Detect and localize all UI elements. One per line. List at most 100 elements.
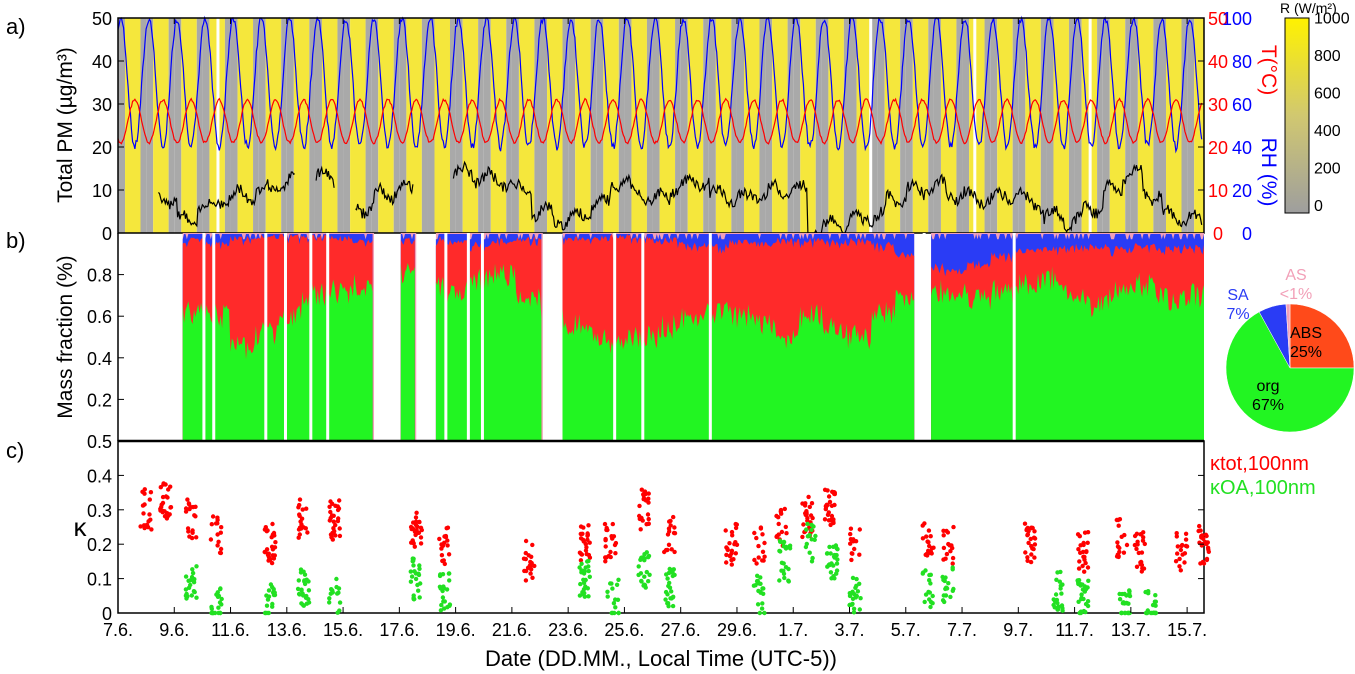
kappa-oa-point <box>297 592 302 597</box>
radiation-band <box>350 18 366 233</box>
kappa-tot-point <box>1080 563 1085 569</box>
kappa-tot-point <box>269 560 275 566</box>
kappa-tot-point <box>829 513 835 519</box>
kappa-tot-point <box>411 541 416 546</box>
mass-tick-label: 0.4 <box>87 349 112 369</box>
kappa-oa-point <box>834 561 840 566</box>
kappa-oa-point <box>751 583 757 588</box>
mass-fraction-ticks: 0.2 0.4 0.6 0.8 0.5 <box>87 266 124 452</box>
org-area <box>435 263 542 441</box>
kappa-tot-point <box>762 554 767 559</box>
kappa-tot-point <box>160 508 165 514</box>
kappa-tot-point <box>756 555 761 560</box>
kappa-tot-point <box>1142 541 1148 547</box>
kappa-tot-point <box>1076 547 1081 552</box>
kappa-oa-point <box>928 604 933 610</box>
kappa-oa-point <box>611 601 617 606</box>
x-tick-label: 9.7. <box>1003 620 1033 640</box>
kappa-tot-point <box>437 536 442 542</box>
kappa-tot-point <box>1028 526 1034 531</box>
kappa-tot-point <box>723 528 728 533</box>
kappa-tot-point <box>190 504 196 510</box>
kappa-oa-point <box>807 532 812 538</box>
kappa-tot-point <box>413 515 419 520</box>
kappa-tot-point <box>1177 556 1182 562</box>
rh-tick-label: 100 <box>1222 9 1252 29</box>
kappa-tot-point <box>829 517 834 522</box>
kappa-oa-point <box>439 602 444 608</box>
kappa-tot-point <box>1140 538 1146 543</box>
kappa-oa-point <box>940 598 946 603</box>
kappa-tot-point <box>194 535 199 540</box>
radiation-band <box>800 18 816 233</box>
kappa-oa-point <box>416 571 421 576</box>
kappa-oa-point <box>642 558 647 563</box>
kappa-oa-point <box>190 570 196 576</box>
kappa-tot-point <box>264 529 269 534</box>
kappa-tot-point <box>1119 534 1124 539</box>
kappa-oa-point <box>850 596 856 601</box>
radiation-band <box>849 18 857 233</box>
kappa-tot-point <box>672 525 677 530</box>
kappa-tot-point <box>149 527 154 532</box>
radiation-band <box>1166 18 1182 233</box>
kappa-tot-point <box>734 522 739 527</box>
kappa-oa-point <box>930 593 935 599</box>
kappa-tot-point <box>336 516 341 521</box>
radiation-band <box>1158 18 1167 233</box>
kappa-tot-point <box>639 487 644 492</box>
kappa-tot-point <box>1179 543 1184 549</box>
x-tick-label: 11.6. <box>211 620 250 640</box>
kappa-oa-point <box>1053 592 1059 597</box>
kappa-tot-point <box>825 488 830 493</box>
kappa-oa-point <box>1150 602 1156 608</box>
kappa-tot-point <box>299 522 304 527</box>
radiation-band <box>511 18 519 233</box>
kappa-oa-point <box>855 589 861 594</box>
kappa-tot-point <box>304 506 309 511</box>
kappa-tot-point <box>646 491 651 496</box>
kappa-tot-point <box>941 533 946 538</box>
kappa-tot-point <box>305 530 310 535</box>
kappa-oa-point <box>299 601 304 606</box>
kappa-oa-point <box>416 588 421 593</box>
kappa-oa-point <box>803 544 809 550</box>
kappa-tot-point <box>1184 544 1190 549</box>
kappa-tot-point <box>610 521 615 527</box>
kappa-oa-point <box>928 572 933 577</box>
kappa-tot-point <box>778 509 783 514</box>
kappa-oa-point <box>1127 588 1132 593</box>
kappa-oa-point <box>781 571 787 576</box>
kappa-tot-point <box>331 513 336 518</box>
y-axis-label-kappa: κ <box>74 512 88 542</box>
kappa-oa-point <box>850 575 856 581</box>
kappa-oa-point <box>417 595 422 600</box>
kappa-oa-point <box>926 589 931 595</box>
kappa-tot-point <box>604 555 609 560</box>
radiation-band <box>378 18 394 233</box>
kappa-tot-point <box>776 515 781 520</box>
kappa-tot-point <box>1025 558 1030 563</box>
kappa-points <box>138 481 1212 616</box>
kappa-tot-point <box>729 562 734 567</box>
kappa-oa-point <box>216 605 221 610</box>
kappa-tot-point <box>733 525 739 531</box>
kappa-oa-point <box>636 564 641 569</box>
kappa-oa-point <box>587 574 592 579</box>
radiation-band <box>343 18 351 233</box>
kappa-tot-point <box>848 526 854 531</box>
colorbar-tick-label: 1000 <box>1314 11 1350 28</box>
kappa-tot-point <box>215 543 220 548</box>
radiation-band <box>990 18 998 233</box>
kappa-tot-point <box>1197 523 1202 529</box>
kappa-oa-point <box>642 552 647 557</box>
kappa-oa-point <box>578 581 583 587</box>
kappa-tot-point <box>752 557 757 563</box>
mass-gap <box>708 233 712 441</box>
x-tick-label: 27.6. <box>661 620 701 640</box>
kappa-oa-point <box>264 593 269 598</box>
kappa-tot-point <box>730 533 735 538</box>
kappa-tot-point <box>270 521 275 527</box>
kappa-tot-point <box>441 558 446 563</box>
kappa-oa-point <box>1117 597 1123 602</box>
